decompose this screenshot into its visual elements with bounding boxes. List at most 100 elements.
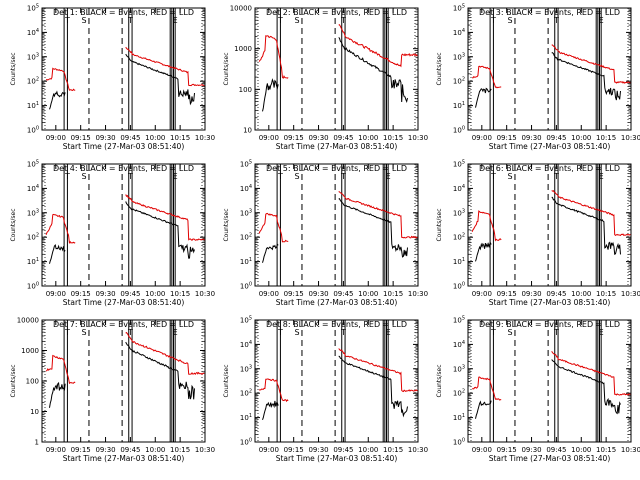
- time-marker-label: T: [553, 16, 559, 25]
- time-marker-label: S: [294, 16, 299, 25]
- x-tick-label: 10:15: [596, 290, 616, 298]
- y-tick-label: 1000: [234, 45, 252, 53]
- y-tick-label: 100: [240, 282, 252, 291]
- time-marker-label: S: [507, 172, 512, 181]
- y-tick-label: 104: [27, 28, 39, 37]
- panel-title: Det 7: BLACK = Events, RED = LLD: [53, 320, 194, 329]
- y-tick-label: 10: [243, 127, 252, 135]
- x-tick-label: 09:00: [46, 134, 66, 142]
- x-axis-label: Start Time (27-Mar-03 08:51:40): [63, 298, 185, 307]
- y-tick-label: 102: [453, 233, 465, 242]
- detector-panel-8: Det 8: BLACK = Events, RED = LLD Counts/s…: [223, 316, 428, 464]
- x-tick-label: 10:00: [145, 290, 165, 298]
- x-tick-label: 10:15: [383, 290, 403, 298]
- y-tick-label: 101: [453, 101, 465, 110]
- time-marker-label: E: [599, 328, 604, 337]
- y-tick-label: 105: [240, 316, 252, 325]
- y-tick-label: 1000: [21, 347, 39, 355]
- time-marker-label: S: [81, 172, 86, 181]
- x-tick-label: 09:30: [521, 290, 541, 298]
- lld-series-line: [471, 190, 631, 242]
- y-axis-label: Counts/sec: [436, 208, 443, 241]
- time-marker-label: S: [81, 16, 86, 25]
- y-tick-label: 103: [240, 364, 252, 373]
- y-tick-label: 103: [27, 208, 39, 217]
- y-tick-label: 100: [453, 282, 465, 291]
- y-tick-label: 101: [453, 413, 465, 422]
- y-tick-label: 105: [27, 4, 39, 13]
- x-tick-label: 09:00: [472, 134, 492, 142]
- time-marker-label: T: [64, 172, 70, 181]
- x-tick-label: 09:15: [497, 290, 517, 298]
- y-tick-label: 102: [27, 77, 39, 86]
- panel-title: Det 2: BLACK = Events, RED = LLD: [266, 8, 407, 17]
- x-tick-label: 10:15: [170, 134, 190, 142]
- detector-panel-6: Det 6: BLACK = Events, RED = LLD Counts/s…: [436, 160, 640, 308]
- x-axis-label: Start Time (27-Mar-03 08:51:40): [489, 454, 611, 463]
- x-tick-label: 09:00: [259, 290, 279, 298]
- y-tick-label: 101: [453, 257, 465, 266]
- x-tick-label: 09:45: [333, 134, 353, 142]
- time-marker-label: T: [490, 16, 496, 25]
- x-tick-label: 09:45: [333, 446, 353, 454]
- x-tick-label: 10:15: [170, 290, 190, 298]
- y-axis-label: Counts/sec: [10, 208, 17, 241]
- time-marker-label: T: [127, 172, 133, 181]
- x-tick-label: 10:15: [170, 446, 190, 454]
- time-marker-label: T: [553, 172, 559, 181]
- time-marker-label: E: [386, 172, 391, 181]
- x-tick-label: 10:00: [358, 446, 378, 454]
- detector-panel-5: Det 5: BLACK = Events, RED = LLD Counts/s…: [223, 160, 428, 308]
- x-tick-label: 09:00: [46, 446, 66, 454]
- x-tick-label: 09:30: [95, 134, 115, 142]
- time-marker-label: T: [340, 16, 346, 25]
- time-marker-label: T: [277, 328, 283, 337]
- x-tick-label: 09:45: [546, 134, 566, 142]
- time-marker-label: S: [507, 16, 512, 25]
- y-tick-label: 101: [27, 101, 39, 110]
- x-tick-label: 10:00: [358, 290, 378, 298]
- y-tick-label: 105: [453, 316, 465, 325]
- plot-frame: [467, 163, 632, 287]
- time-marker-label: S: [294, 172, 299, 181]
- y-tick-label: 105: [453, 160, 465, 169]
- time-marker-label: T: [127, 328, 133, 337]
- y-tick-label: 105: [453, 4, 465, 13]
- x-tick-label: 10:15: [383, 134, 403, 142]
- x-tick-label: 09:15: [497, 446, 517, 454]
- time-marker-label: T: [277, 16, 283, 25]
- x-tick-label: 09:30: [521, 134, 541, 142]
- y-axis-label: Counts/sec: [223, 52, 230, 85]
- events-series-line: [262, 355, 408, 420]
- time-marker-label: T: [490, 172, 496, 181]
- events-series-line: [49, 53, 195, 110]
- y-tick-label: 102: [240, 233, 252, 242]
- x-tick-label: 10:00: [571, 446, 591, 454]
- panel-title: Det 4: BLACK = Events, RED = LLD: [53, 164, 194, 173]
- y-tick-label: 102: [453, 77, 465, 86]
- y-tick-label: 102: [240, 389, 252, 398]
- x-tick-label: 09:00: [472, 446, 492, 454]
- lld-series-line: [472, 351, 631, 401]
- x-tick-label: 09:30: [95, 446, 115, 454]
- x-axis-label: Start Time (27-Mar-03 08:51:40): [276, 298, 398, 307]
- y-tick-label: 104: [240, 184, 252, 193]
- y-axis-label: Counts/sec: [436, 364, 443, 397]
- time-marker-label: E: [173, 328, 178, 337]
- x-tick-label: 10:15: [596, 446, 616, 454]
- y-tick-label: 101: [240, 257, 252, 266]
- x-axis-label: Start Time (27-Mar-03 08:51:40): [489, 298, 611, 307]
- lld-series-line: [258, 191, 418, 243]
- x-tick-label: 10:30: [621, 446, 640, 454]
- y-tick-label: 101: [27, 257, 39, 266]
- plot-frame: [41, 319, 206, 443]
- y-tick-label: 103: [240, 208, 252, 217]
- time-marker-label: E: [599, 172, 604, 181]
- y-tick-label: 104: [453, 28, 465, 37]
- x-tick-label: 10:30: [621, 290, 640, 298]
- time-marker-label: S: [507, 328, 512, 337]
- x-tick-label: 10:00: [145, 134, 165, 142]
- time-marker-label: S: [81, 328, 86, 337]
- x-tick-label: 09:45: [546, 446, 566, 454]
- y-tick-label: 100: [239, 86, 252, 94]
